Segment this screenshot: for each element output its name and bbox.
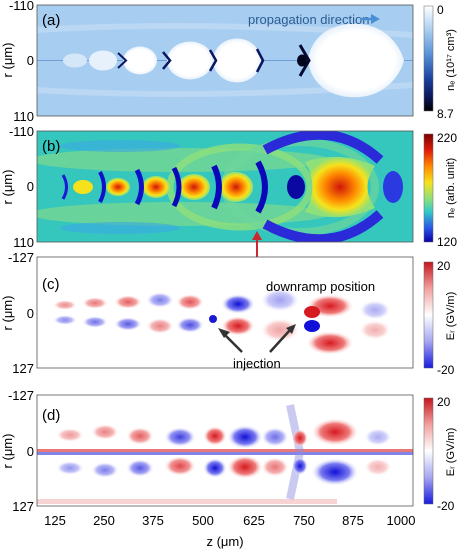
- panel-a-cbar-max: 0: [437, 3, 444, 17]
- x-tick: 750: [293, 513, 315, 528]
- panel-b-ytick-top: -110: [9, 124, 34, 139]
- panel-a-ytick-bottom: 110: [13, 109, 34, 124]
- panel-c-ytick-bottom: 127: [12, 361, 34, 376]
- panel-b-ytick-mid: 0: [27, 179, 34, 194]
- panel-b-ylabel: r (μm): [0, 170, 15, 205]
- panel-a-colorbar: [423, 5, 434, 112]
- panel-b-cbar-max: 220: [437, 131, 457, 145]
- x-tick: 250: [93, 513, 115, 528]
- panel-c-frame: [36, 256, 414, 369]
- panel-b-colorbar: [423, 133, 434, 243]
- panel-d-image: [37, 395, 413, 506]
- x-tick: 875: [342, 513, 364, 528]
- panel-d-frame: [36, 394, 414, 507]
- injection-arrow-right-icon: [269, 324, 296, 353]
- panel-d-ytick-bottom: 127: [12, 499, 34, 514]
- panel-c-cbar-max: 20: [437, 259, 451, 273]
- panel-c-ylabel: r (μm): [0, 296, 15, 331]
- panel-c-ytick-mid: 0: [27, 306, 34, 321]
- panel-d: (d) -127 0 127 r (μm) 20 -20 Eᵣ (GV/m): [0, 388, 457, 514]
- panel-b-cbar-title: nₑ (arb. unit): [445, 158, 457, 218]
- panel-a-cbar-title: nₑ (10¹⁷ cm³): [445, 29, 457, 91]
- panel-a-ylabel: r (μm): [0, 43, 15, 78]
- panel-d-cbar-title: Eᵣ (GV/m): [445, 428, 457, 476]
- x-tick: 125: [44, 513, 66, 528]
- panel-a-ytick-mid: 0: [27, 53, 34, 68]
- panel-a: (a) propagation direction -110 0 110 r (…: [0, 0, 457, 124]
- panel-c-image: [37, 257, 413, 368]
- x-tick: 625: [243, 513, 265, 528]
- panel-c-ytick-top: -127: [8, 250, 34, 265]
- panel-c-colorbar: [423, 261, 434, 369]
- panel-d-cbar-min: -20: [437, 499, 455, 513]
- propagation-direction-label: propagation direction: [248, 12, 369, 27]
- panel-d-label: (d): [42, 407, 60, 424]
- panel-a-frame: [36, 4, 414, 117]
- panel-c-cbar-min: -20: [437, 363, 455, 377]
- x-tick: 375: [142, 513, 164, 528]
- panel-b-frame: [36, 130, 414, 243]
- propagation-arrow-icon: [360, 14, 380, 24]
- panel-c: (c) downramp position injection -127 0 1…: [0, 250, 457, 377]
- panel-b-cbar-min: 120: [437, 235, 457, 249]
- panel-a-cbar-min: 8.7: [437, 107, 454, 121]
- panel-a-ytick-top: -110: [9, 0, 34, 13]
- injection-label: injection: [233, 356, 281, 371]
- panel-b-image: [37, 131, 413, 242]
- panel-d-cbar-max: 20: [437, 395, 451, 409]
- panel-a-image: [37, 5, 413, 116]
- panel-d-ylabel: r (μm): [0, 434, 15, 469]
- panel-d-colorbar: [423, 397, 434, 505]
- x-tick: 1000: [387, 513, 416, 528]
- panel-c-label: (c): [42, 276, 60, 293]
- panel-d-ytick-top: -127: [8, 388, 34, 403]
- panel-b-ytick-bottom: 110: [13, 235, 34, 250]
- panel-c-cbar-title: Eᵣ (GV/m): [445, 292, 457, 340]
- x-tick: 500: [192, 513, 214, 528]
- panel-d-ytick-mid: 0: [27, 444, 34, 459]
- panel-b: (b) -110 0 110 r (μm) 220 120 nₑ (arb. u…: [0, 124, 457, 250]
- injection-arrow-left-icon: [218, 328, 243, 353]
- x-axis-label: z (μm): [206, 534, 243, 549]
- x-axis: 125 250 375 500 625 750 875 1000 z (μm): [44, 513, 415, 549]
- panel-a-label: (a): [42, 12, 60, 29]
- panel-b-label: (b): [42, 138, 60, 155]
- downramp-position-label: downramp position: [266, 279, 375, 294]
